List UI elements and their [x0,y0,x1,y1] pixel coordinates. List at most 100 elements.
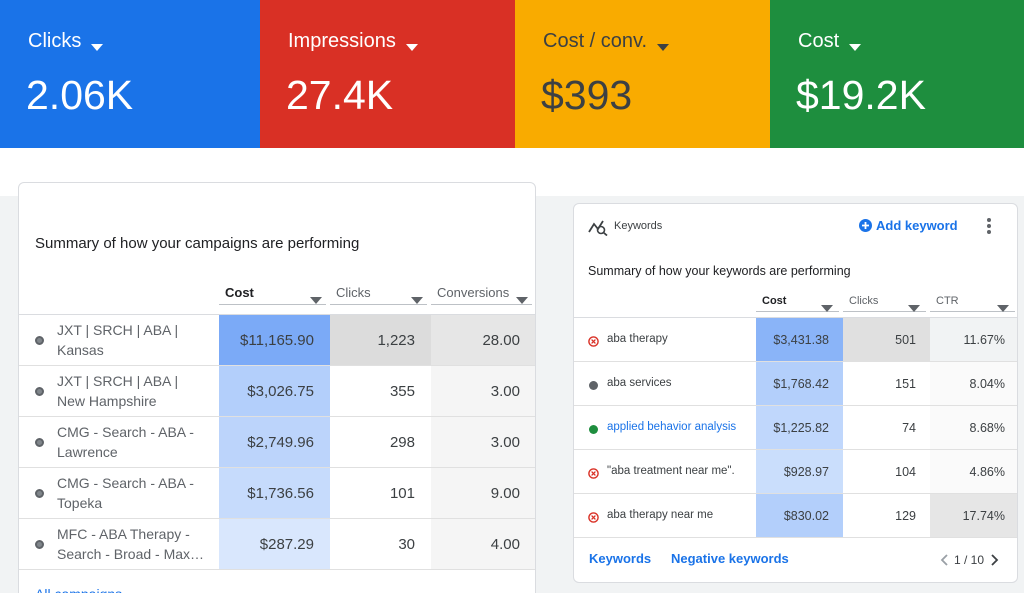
add-icon [859,219,872,232]
table-cell: 11.67% [930,318,1017,362]
row-divider [574,493,756,494]
row-divider [19,467,219,468]
keyword-text[interactable]: "aba treatment near me". [607,465,735,477]
table-cell: 74 [843,406,930,450]
table-cell: $830.02 [756,494,843,538]
header-rule [574,317,1017,318]
table-cell: 501 [843,318,930,362]
campaigns-card: Summary of how your campaigns are perfor… [18,182,536,593]
next-page[interactable] [991,553,999,566]
chevron-right [991,554,999,566]
table-cell: $1,225.82 [756,406,843,450]
add-keyword-button[interactable]: Add keyword [876,218,958,233]
caret-icon [516,297,528,304]
table-cell: 28.00 [431,315,535,366]
caret-icon [310,297,322,304]
metric-label: Cost / conv. [543,30,648,52]
table-cell: $1,736.56 [219,468,330,519]
header-rule [19,314,535,315]
metric-value: 27.4K [286,72,394,118]
column-header: Conversions [431,279,532,305]
table-cell: 9.00 [431,468,535,519]
table-cell: $11,165.90 [219,315,330,366]
caret-icon [849,44,862,51]
dropdown-caret [405,39,418,51]
table-cell: 298 [330,417,431,468]
metric-tile[interactable]: Impressions 27.4K [260,0,515,148]
footer-link[interactable]: Keywords [589,551,652,566]
status-icon [588,510,599,523]
table-cell: $928.97 [756,450,843,494]
caret-icon [657,44,670,51]
kebab [987,218,991,234]
column-header: Cost [756,290,839,312]
card-subtitle: Summary of how your campaigns are perfor… [35,235,360,252]
dropdown-caret [91,39,104,51]
caret-icon [405,44,418,51]
table-cell: $3,026.75 [219,366,330,417]
table-cell: 17.74% [930,494,1017,538]
table-cell: $287.29 [219,519,330,570]
status-dot [589,381,598,390]
metric-value: 2.06K [26,72,134,118]
campaign-name[interactable]: CMG - Search - ABA - Topeka [57,475,194,511]
caret-icon [821,305,833,312]
column-header: Clicks [330,279,427,305]
pager: 1 / 10 [954,553,985,567]
removed-icon [588,336,599,347]
keyword-text[interactable]: aba therapy [607,333,668,345]
table-cell: 8.04% [930,362,1017,406]
row-divider [574,449,756,450]
table-cell: 1,223 [330,315,431,366]
status-icon [588,378,599,390]
row-divider [574,537,756,538]
table-cell: 104 [843,450,930,494]
metric-tile[interactable]: Clicks 2.06K [0,0,260,148]
campaign-name[interactable]: CMG - Search - ABA - Lawrence [57,424,194,460]
keywords-icon [588,218,608,237]
footer-link[interactable]: All campaigns [35,586,122,593]
row-divider [574,361,756,362]
status-dot [589,425,598,434]
metric-value: $393 [541,72,633,118]
dropdown-caret [997,300,1009,312]
prev-page[interactable] [940,553,948,566]
table-cell: $2,749.96 [219,417,330,468]
campaign-name[interactable]: JXT | SRCH | ABA | Kansas [57,322,179,358]
campaign-name[interactable]: MFC - ABA Therapy - Search - Broad - Max… [57,526,205,562]
table-cell: 8.68% [930,406,1017,450]
dropdown-caret [516,292,528,304]
caret-icon [91,44,104,51]
row-divider [574,405,756,406]
removed-icon [588,468,599,479]
table-cell: 151 [843,362,930,406]
table-cell: 4.00 [431,519,535,570]
table-cell: 101 [330,468,431,519]
status-icon [588,466,599,479]
keywords-card: Keywords Add keyword Summary of how your k… [573,203,1018,583]
caret-icon [997,305,1009,312]
keyword-text[interactable]: aba services [607,377,672,389]
keyword-text[interactable]: aba therapy near me [607,509,714,521]
card-subtitle: Summary of how your keywords are perform… [588,264,851,278]
column-header: Clicks [843,290,926,312]
status-dot [35,336,44,345]
keyword-text[interactable]: applied behavior analysis [607,421,737,433]
metric-tile[interactable]: Cost $19.2K [770,0,1024,148]
caret-icon [411,297,423,304]
status-dot [35,540,44,549]
plus [862,222,869,229]
icon [588,220,608,237]
campaign-name[interactable]: JXT | SRCH | ABA | New Hampshire [57,373,179,409]
column-header: CTR [930,290,1015,312]
footer-link[interactable]: Negative keywords [671,551,789,566]
card-title: Keywords [614,220,663,232]
status-icon [588,334,599,347]
dropdown-caret [821,300,833,312]
more-menu[interactable] [986,217,992,235]
dropdown-caret [849,39,862,51]
dropdown-caret [310,292,322,304]
metric-tile[interactable]: Cost / conv. $393 [515,0,770,148]
